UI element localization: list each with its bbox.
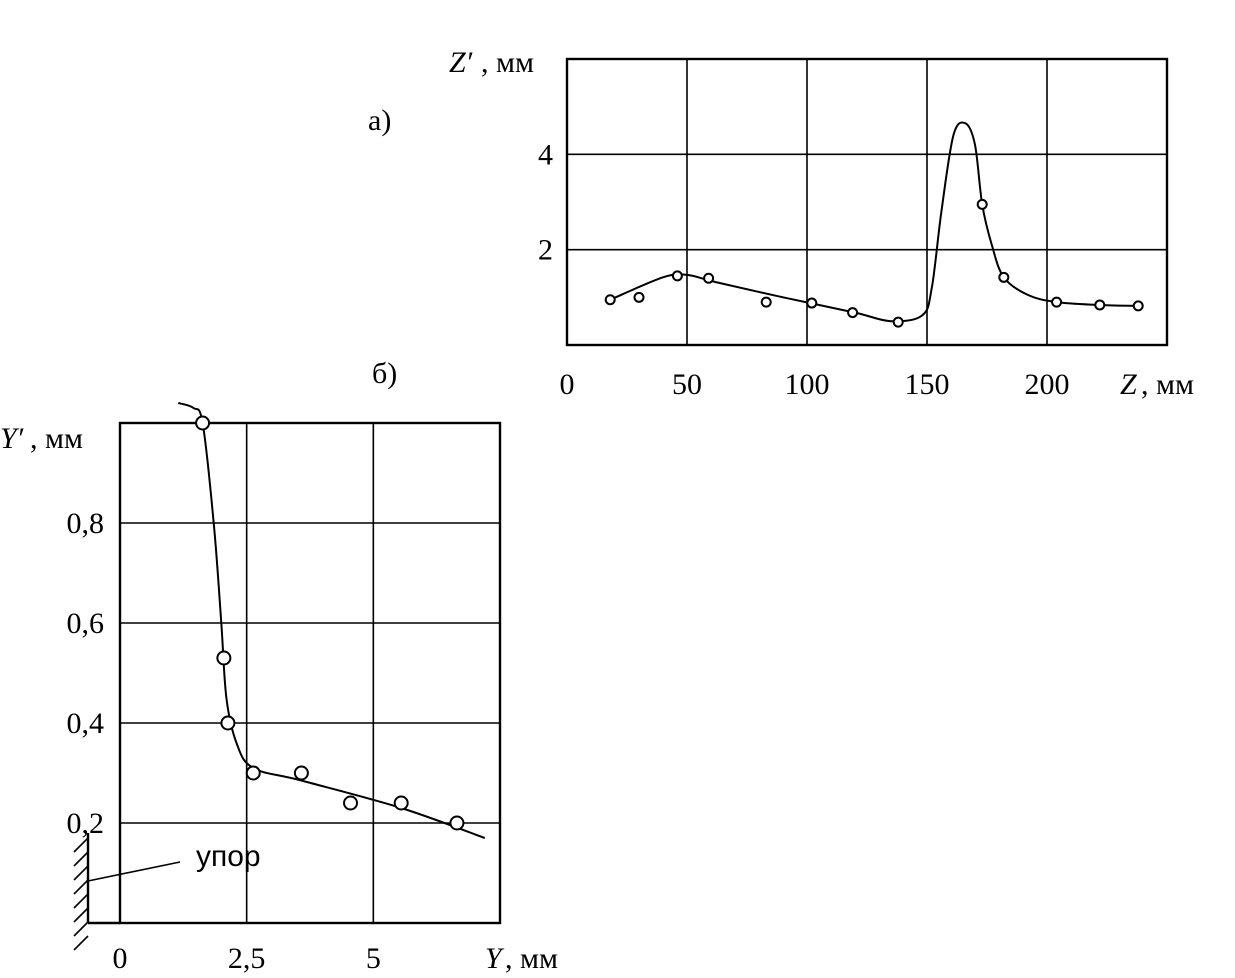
x-tick-label-a: 150 [905,368,950,401]
data-point-a [1132,300,1144,312]
x-axis-var-b: Y [485,942,505,975]
data-point-a [806,297,818,309]
y-axis-unit-b: , мм [30,422,83,455]
data-point-b [245,765,261,781]
x-tick-label-a: 200 [1025,368,1070,401]
x-tick-label-a: 50 [672,368,702,401]
chart-panel-a: а) Z′ , мм Z , мм 0 50 100 150 200 2 4 [368,46,1194,401]
data-point-b [216,650,232,666]
y-tick-label-b: 0,6 [67,607,105,640]
y-axis-var-b: Y′ [0,422,24,455]
stop-label: упор [196,840,261,873]
data-point-a [847,307,859,319]
data-point-a [976,198,988,210]
data-point-b [393,795,409,811]
data-point-a [998,271,1010,283]
x-axis-var-a: Z [1120,368,1137,401]
data-point-a [1094,299,1106,311]
data-point-a [1051,296,1063,308]
data-point-a [703,272,715,284]
y-tick-label-a: 2 [538,234,553,267]
data-point-b [449,815,465,831]
x-axis-unit-b: , мм [505,942,558,975]
chart-panel-b: б) Y′ , мм Y , мм упор 0 2,5 5 0,2 0,4 0,6 0,8 [0,357,558,975]
y-axis-var-a: Z′ [449,46,473,79]
stop-hatching [73,837,89,951]
panel-label-b: б) [372,357,397,390]
data-point-b [343,795,359,811]
data-point-a [760,296,772,308]
panel-label-a: а) [368,104,391,137]
series-line-b [177,402,486,839]
data-point-a [671,270,683,282]
data-point-a [604,294,616,306]
x-axis-unit-a: , мм [1141,368,1194,401]
y-tick-label-b: 0,2 [67,807,105,840]
stop-leader-line [87,861,181,882]
data-point-a [633,291,645,303]
y-axis-unit-a: , мм [481,46,534,79]
x-tick-label-a: 0 [560,368,575,401]
y-tick-label-b: 0,8 [67,507,105,540]
x-tick-label-a: 100 [785,368,830,401]
x-tick-label-b: 0 [113,942,128,975]
y-tick-label-a: 4 [538,138,553,171]
data-point-a [892,316,904,328]
y-tick-label-b: 0,4 [67,707,105,740]
data-point-b [195,415,211,431]
plot-frame-a [565,57,1169,347]
plot-frame-b [118,421,502,925]
data-point-b [293,765,309,781]
data-point-b [220,715,236,731]
x-tick-label-b: 5 [366,942,381,975]
x-tick-label-b: 2,5 [228,942,266,975]
series-line-a [609,121,1139,323]
